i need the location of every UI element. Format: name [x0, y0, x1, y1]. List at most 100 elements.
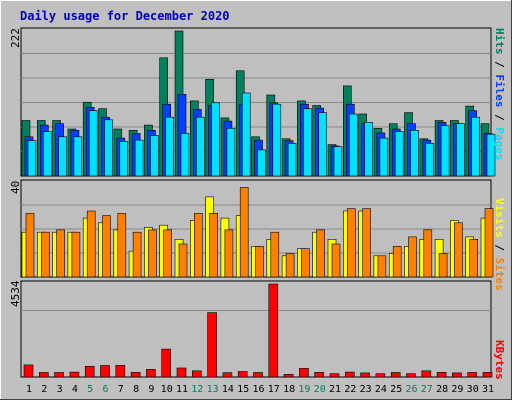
x-tick-label: 21: [329, 384, 341, 395]
bar-kbytes: [207, 312, 217, 378]
bar-pages: [27, 140, 37, 177]
x-tick-label: 6: [102, 384, 108, 395]
bar-pages: [364, 122, 373, 177]
data-bars: [21, 30, 496, 378]
x-tick-label: 12: [191, 384, 203, 395]
bar-kbytes: [390, 372, 401, 378]
bar-pages: [272, 103, 282, 177]
bar-kbytes: [222, 372, 233, 378]
bar-kbytes: [23, 364, 34, 378]
legend-hits-panel: Hits / Files / Pages: [493, 28, 506, 161]
bar-pages: [348, 113, 358, 177]
bar-pages: [333, 146, 343, 177]
legend-pages: Pages: [493, 127, 506, 160]
bar-sites: [285, 253, 295, 278]
bar-pages: [104, 119, 113, 177]
bar-kbytes: [176, 367, 187, 378]
bar-sites: [132, 231, 142, 278]
legend-files: Files: [493, 74, 506, 107]
bar-pages: [241, 92, 251, 177]
legend-hits: Hits: [493, 28, 506, 55]
bar-sites: [25, 213, 35, 278]
x-tick-label: 11: [176, 384, 188, 395]
bar-kbytes: [100, 365, 110, 378]
x-tick-label: 4: [72, 384, 78, 395]
bar-pages: [257, 149, 266, 177]
x-tick-label: 10: [161, 384, 173, 395]
x-tick-label: 30: [467, 384, 479, 395]
bar-kbytes: [436, 371, 447, 378]
bar-pages: [486, 133, 496, 177]
bar-sites: [408, 236, 417, 278]
x-tick-label: 28: [436, 384, 448, 395]
bar-sites: [255, 246, 264, 278]
bar-kbytes: [237, 371, 248, 378]
x-tick-label: 15: [237, 384, 249, 395]
bar-kbytes: [38, 372, 49, 378]
bar-pages: [226, 128, 236, 177]
bar-pages: [394, 131, 404, 177]
bar-sites: [331, 243, 341, 278]
x-tick-label: 1: [26, 384, 32, 395]
x-tick-label: 17: [268, 384, 280, 395]
legend-kbytes: KBytes: [493, 340, 506, 380]
bar-kbytes: [406, 373, 416, 378]
kbytes-ymax-label: 4534: [9, 280, 22, 307]
bar-pages: [318, 112, 328, 177]
kbytes-panel: [20, 280, 492, 378]
bar-kbytes: [192, 370, 202, 378]
bar-kbytes: [268, 283, 279, 378]
bar-pages: [88, 110, 98, 177]
x-tick-label: 8: [133, 384, 139, 395]
bar-kbytes: [452, 372, 462, 378]
bar-sites: [86, 210, 96, 278]
bar-sites: [163, 229, 172, 278]
legend-visits: Visits: [493, 198, 506, 238]
bar-sites: [301, 248, 310, 278]
bar-pages: [73, 136, 83, 177]
bar-pages: [440, 125, 450, 177]
bar-sites: [40, 231, 50, 278]
bar-pages: [456, 123, 465, 177]
x-axis-labels: 1 2 3 4 5 6 7 8 9 10 11 12 13 14 15 16 17 18 19 20 21 22 23 24 2…: [26, 384, 494, 395]
x-tick-label: 25: [390, 384, 402, 395]
bar-pages: [471, 116, 481, 177]
bar-pages: [119, 141, 129, 177]
bar-pages: [211, 102, 220, 177]
bar-sites: [362, 208, 371, 278]
bar-kbytes: [146, 369, 156, 378]
bar-sites: [194, 213, 203, 278]
bar-pages: [150, 135, 159, 177]
bar-kbytes: [84, 365, 95, 378]
visits-ymax-label: 40: [9, 181, 22, 194]
bar-sites: [484, 208, 494, 278]
bar-pages: [58, 136, 67, 177]
x-tick-label: 19: [298, 384, 310, 395]
x-tick-label: 20: [314, 384, 326, 395]
bar-pages: [425, 143, 435, 177]
bar-sites: [270, 231, 280, 278]
bar-kbytes: [467, 372, 478, 378]
x-tick-label: 16: [252, 384, 264, 395]
bar-pages: [42, 131, 52, 177]
bar-sites: [56, 229, 65, 278]
bar-kbytes: [54, 372, 64, 378]
bar-sites: [392, 246, 402, 278]
legend-separator: /: [493, 55, 506, 75]
legend-separator: /: [493, 238, 506, 258]
legend-separator: /: [493, 108, 506, 128]
bar-kbytes: [115, 364, 126, 378]
bar-sites: [423, 229, 433, 278]
bar-kbytes: [130, 371, 141, 378]
bar-sites: [224, 229, 234, 278]
bar-sites: [239, 187, 249, 278]
bar-kbytes: [329, 373, 340, 378]
bar-pages: [134, 139, 144, 177]
bar-kbytes: [161, 348, 171, 378]
x-tick-label: 14: [222, 384, 234, 395]
chart-title: Daily usage for December 2020: [20, 9, 230, 23]
hits-ymax-label: 222: [9, 28, 22, 48]
bar-sites: [377, 255, 387, 278]
x-tick-label: 22: [344, 384, 356, 395]
